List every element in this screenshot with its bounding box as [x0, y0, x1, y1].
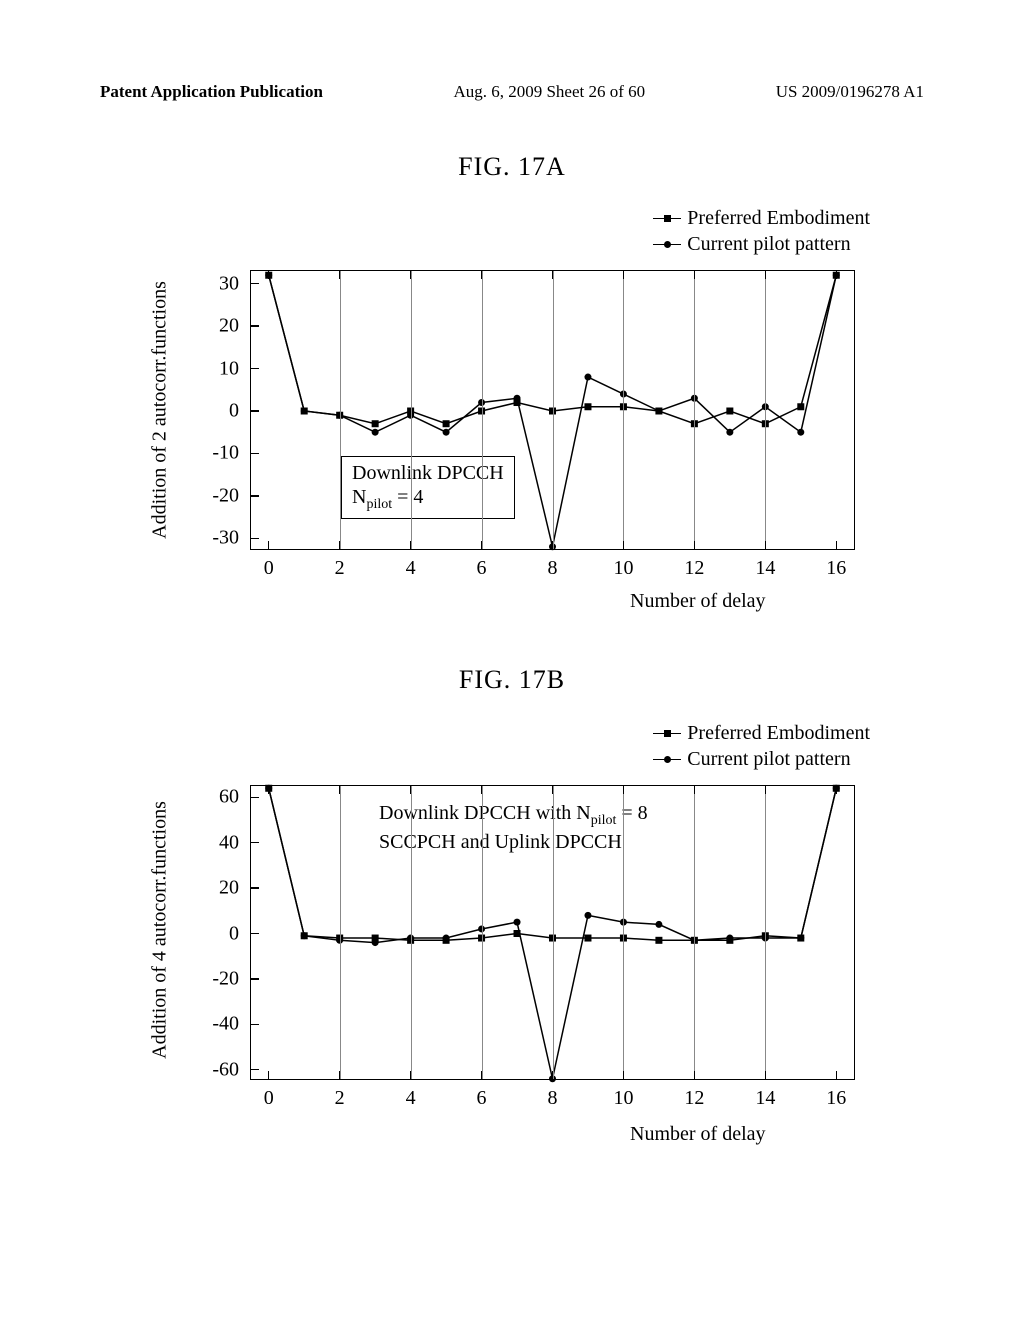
figure-17a-title: FIG. 17A — [0, 152, 1024, 182]
xtick-label: 14 — [755, 1087, 775, 1110]
figure-17a-chart: Preferred Embodiment Current pilot patte… — [165, 205, 895, 645]
xtick-label: 8 — [548, 1087, 558, 1110]
page-header: Patent Application Publication Aug. 6, 2… — [0, 82, 1024, 102]
xtick-label: 0 — [264, 1087, 274, 1110]
gridline — [694, 271, 695, 549]
gridline — [623, 271, 624, 549]
xtick-label: 16 — [826, 1087, 846, 1110]
xtick-label: 2 — [335, 1087, 345, 1110]
xtick-label: 0 — [264, 557, 274, 580]
ytick-label: 20 — [219, 877, 239, 900]
header-right: US 2009/0196278 A1 — [776, 82, 924, 102]
fig-b-plot-area: Downlink DPCCH with Npilot = 8 SCCPCH an… — [250, 785, 855, 1080]
xtick-label: 4 — [406, 1087, 416, 1110]
xtick-label: 8 — [548, 557, 558, 580]
annot-pre: N — [352, 486, 366, 508]
fig-a-plot-area: Downlink DPCCH Npilot = 4 -30-20-1001020… — [250, 270, 855, 550]
xtick-label: 2 — [335, 557, 345, 580]
ytick-label: -30 — [212, 527, 239, 550]
fig-a-legend: Preferred Embodiment Current pilot patte… — [653, 205, 870, 257]
fig-a-xlabel: Number of delay — [630, 590, 766, 613]
legend-row-current-b: Current pilot pattern — [653, 746, 870, 772]
gridline — [340, 271, 341, 549]
ytick-label: -60 — [212, 1058, 239, 1081]
legend-row-preferred: Preferred Embodiment — [653, 205, 870, 231]
xtick-label: 4 — [406, 557, 416, 580]
ytick-label: -40 — [212, 1013, 239, 1036]
ytick-label: 40 — [219, 831, 239, 854]
ytick-label: 30 — [219, 272, 239, 295]
gridline — [411, 786, 412, 1079]
ytick-label: 10 — [219, 357, 239, 380]
square-marker-icon — [653, 733, 681, 734]
fig-b-xlabel: Number of delay — [630, 1123, 766, 1146]
legend-preferred-label-b: Preferred Embodiment — [687, 720, 870, 746]
fig-b-ylabel: Addition of 4 autocorr.functions — [149, 801, 172, 1059]
xtick-label: 16 — [826, 557, 846, 580]
circle-marker-icon — [653, 759, 681, 760]
ytick-label: 60 — [219, 786, 239, 809]
gridline — [694, 786, 695, 1079]
header-left: Patent Application Publication — [100, 82, 323, 102]
annot-b-post: = 8 — [616, 802, 647, 824]
fig-a-annotation-box: Downlink DPCCH Npilot = 4 — [341, 456, 515, 519]
gridline — [623, 786, 624, 1079]
xtick-label: 6 — [477, 557, 487, 580]
figure-17b-title: FIG. 17B — [0, 665, 1024, 695]
legend-row-current: Current pilot pattern — [653, 231, 870, 257]
circle-marker-icon — [653, 244, 681, 245]
fig-b-legend: Preferred Embodiment Current pilot patte… — [653, 720, 870, 772]
ytick-label: -10 — [212, 442, 239, 465]
gridline — [340, 786, 341, 1079]
annot-post: = 4 — [392, 486, 423, 508]
gridline — [553, 786, 554, 1079]
figure-17b-chart: Preferred Embodiment Current pilot patte… — [165, 720, 895, 1190]
fig-b-annot-line1: Downlink DPCCH with Npilot = 8 — [379, 801, 648, 830]
gridline — [765, 271, 766, 549]
legend-current-label: Current pilot pattern — [687, 231, 850, 257]
header-center: Aug. 6, 2009 Sheet 26 of 60 — [453, 82, 645, 102]
legend-current-label-b: Current pilot pattern — [687, 746, 850, 772]
ytick-label: -20 — [212, 967, 239, 990]
xtick-label: 10 — [613, 1087, 633, 1110]
annot-sub: pilot — [366, 497, 392, 512]
xtick-label: 6 — [477, 1087, 487, 1110]
gridline — [553, 271, 554, 549]
gridline — [482, 786, 483, 1079]
gridline — [411, 271, 412, 549]
ytick-label: 20 — [219, 315, 239, 338]
fig-b-annot-line2: SCCPCH and Uplink DPCCH — [379, 830, 648, 854]
fig-b-annotation: Downlink DPCCH with Npilot = 8 SCCPCH an… — [379, 801, 648, 854]
fig-a-ylabel: Addition of 2 autocorr.functions — [149, 281, 172, 539]
gridline — [765, 786, 766, 1079]
xtick-label: 12 — [684, 1087, 704, 1110]
legend-preferred-label: Preferred Embodiment — [687, 205, 870, 231]
xtick-label: 10 — [613, 557, 633, 580]
ytick-label: -20 — [212, 484, 239, 507]
annot-b-sub: pilot — [591, 813, 617, 828]
xtick-label: 14 — [755, 557, 775, 580]
ytick-label: 0 — [229, 922, 239, 945]
square-marker-icon — [653, 218, 681, 219]
gridline — [482, 271, 483, 549]
xtick-label: 12 — [684, 557, 704, 580]
ytick-label: 0 — [229, 400, 239, 423]
legend-row-preferred-b: Preferred Embodiment — [653, 720, 870, 746]
